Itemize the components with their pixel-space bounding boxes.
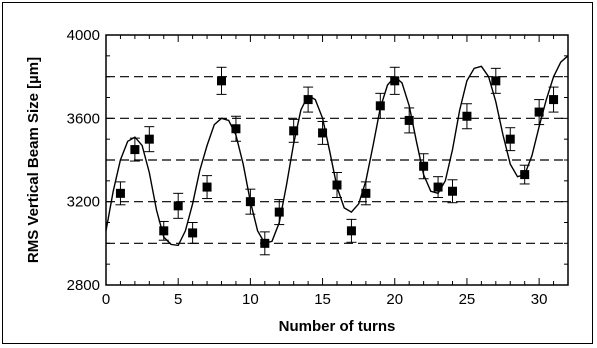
square-marker (159, 226, 169, 236)
square-marker (231, 124, 241, 134)
y-tick-labels: 2800 3200 3600 4000 (67, 27, 100, 294)
square-marker (491, 76, 501, 86)
data-point (187, 222, 198, 244)
square-marker (404, 115, 414, 125)
data-point (144, 126, 155, 153)
square-marker (260, 238, 270, 248)
data-point (389, 66, 400, 95)
data-point (534, 99, 545, 126)
data-point (447, 179, 458, 204)
data-point (375, 92, 386, 119)
x-tick-label: 30 (531, 291, 548, 308)
square-marker (375, 101, 385, 111)
square-marker (448, 186, 457, 196)
data-point (433, 176, 444, 198)
square-marker (318, 128, 328, 138)
square-marker (534, 107, 544, 117)
square-marker (303, 95, 313, 105)
square-marker (433, 182, 443, 192)
reference-lines (106, 76, 568, 244)
square-marker (115, 188, 125, 198)
y-tick-label: 4000 (67, 27, 100, 44)
x-tick-label: 20 (386, 291, 403, 308)
square-marker (462, 111, 472, 121)
square-marker (332, 180, 342, 190)
square-marker (130, 145, 140, 155)
chart-frame (2, 2, 593, 344)
x-tick-labels: 0 5 10 15 20 25 30 (102, 291, 548, 308)
data-point (346, 218, 357, 243)
square-marker (505, 134, 515, 144)
data-point (332, 172, 342, 198)
square-marker (245, 197, 255, 207)
data-point (115, 181, 126, 206)
square-marker (289, 126, 299, 136)
data-point (317, 120, 328, 145)
square-marker (390, 76, 400, 86)
x-tick-label: 0 (102, 291, 110, 308)
data-point (418, 153, 429, 180)
data-point (519, 164, 530, 185)
data-point (216, 66, 227, 95)
data-point (158, 220, 169, 241)
x-tick-label: 25 (459, 291, 476, 308)
square-marker (549, 95, 559, 105)
square-marker (188, 228, 198, 238)
x-tick-label: 15 (314, 291, 331, 308)
x-tick-label: 10 (242, 291, 259, 308)
data-point (173, 192, 184, 219)
data-point (303, 86, 314, 113)
square-marker (202, 182, 212, 192)
square-marker (217, 76, 226, 86)
y-tick-label: 2800 (67, 277, 100, 294)
square-marker (274, 207, 284, 217)
data-point (245, 188, 256, 215)
y-tick-label: 3600 (67, 110, 100, 127)
square-marker (173, 201, 183, 211)
square-marker (144, 134, 154, 144)
data-point (230, 115, 241, 142)
data-point (490, 67, 501, 94)
data-point (259, 231, 270, 256)
data-point (404, 107, 415, 134)
y-axis-title: RMS Vertical Beam Size [µm] (25, 57, 42, 263)
data-points (115, 66, 559, 256)
square-marker (419, 161, 429, 171)
data-point (461, 103, 472, 130)
y-tick-label: 3200 (67, 194, 100, 211)
data-point (288, 118, 299, 143)
data-point (129, 137, 140, 162)
x-tick-label: 5 (174, 291, 182, 308)
square-marker (346, 226, 356, 236)
data-point (548, 86, 559, 113)
data-point (202, 175, 213, 200)
data-point (274, 199, 285, 226)
square-marker (520, 170, 530, 180)
data-point (505, 127, 516, 152)
axis-ticks (105, 34, 569, 286)
x-axis-title: Number of turns (279, 318, 396, 335)
data-point (360, 181, 371, 206)
square-marker (361, 188, 371, 198)
